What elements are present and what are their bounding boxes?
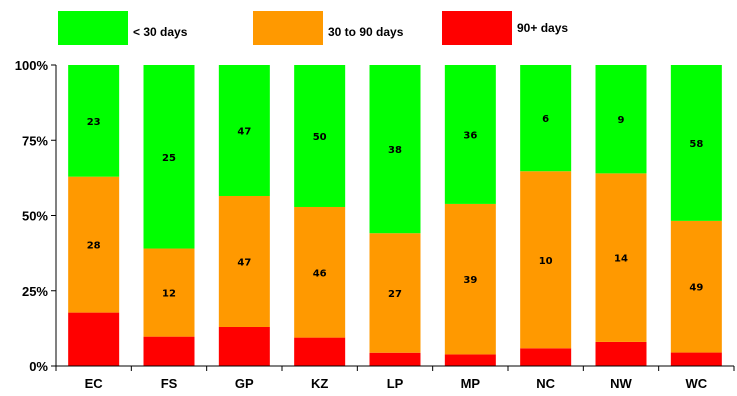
data-label: 49 [689, 283, 703, 294]
data-label: 9 [618, 115, 625, 126]
legend-swatch [442, 11, 512, 45]
bar-segment [68, 65, 120, 177]
y-tick-label: 25% [22, 284, 48, 299]
y-tick-label: 50% [22, 209, 48, 224]
data-label: 38 [388, 145, 402, 156]
bar-segment [68, 176, 120, 313]
data-label: 47 [237, 257, 251, 268]
x-tick-label: KZ [311, 376, 328, 391]
bar-segment [369, 65, 421, 234]
data-label: 27 [388, 289, 402, 300]
legend-swatch [58, 11, 128, 45]
x-tick-label: GP [235, 376, 254, 391]
x-tick-label: WC [685, 376, 707, 391]
data-label: 46 [313, 268, 327, 279]
y-tick-label: 100% [15, 58, 49, 73]
bar-segment [143, 65, 195, 249]
bar-segment [294, 65, 346, 207]
data-label: 28 [87, 241, 101, 252]
bar-segment [369, 352, 421, 366]
bar-segment [143, 248, 195, 337]
data-label: 25 [162, 153, 176, 164]
data-label: 10 [539, 256, 553, 267]
bar-segment [520, 65, 572, 172]
bar-segment [595, 173, 647, 342]
bar-segment [294, 337, 346, 366]
y-tick-label: 0% [29, 359, 48, 374]
data-label: 39 [463, 275, 477, 286]
bar-segment [143, 336, 195, 366]
y-tick-label: 75% [22, 133, 48, 148]
x-tick-label: LP [387, 376, 404, 391]
bar-segment [595, 341, 647, 366]
bar-segment [444, 354, 496, 366]
bar-segment [444, 203, 496, 355]
x-tick-label: MP [461, 376, 481, 391]
data-label: 36 [463, 130, 477, 141]
legend-swatch [253, 11, 323, 45]
data-label: 50 [313, 132, 327, 143]
x-tick-label: NW [610, 376, 632, 391]
data-label: 12 [162, 289, 176, 300]
data-label: 23 [87, 117, 101, 128]
legend-label: 90+ days [517, 21, 568, 35]
data-label: 58 [689, 139, 703, 150]
bar-segment [68, 312, 120, 366]
legend-label: < 30 days [133, 25, 188, 39]
y-axis: 0% 25% 50% 75% 100% [15, 58, 57, 374]
data-label: 6 [542, 114, 549, 125]
data-label: 14 [614, 254, 628, 265]
bar-segment [218, 326, 270, 366]
bar-segment [670, 220, 722, 353]
bar-segment [670, 352, 722, 366]
x-tick-label: FS [161, 376, 178, 391]
bar-segment [595, 65, 647, 174]
x-tick-label: EC [85, 376, 104, 391]
bar-segment [218, 195, 270, 327]
legend-label: 30 to 90 days [328, 25, 404, 39]
bar-segment [369, 233, 421, 353]
x-axis: EC FS GP KZ LP MP NC NW WC [55, 365, 735, 391]
data-label: 47 [237, 126, 251, 137]
x-tick-label: NC [536, 376, 555, 391]
bars: 28 23 12 25 47 47 46 50 27 38 39 36 10 6 14 9 49 58 [68, 65, 722, 366]
bar-segment [520, 171, 572, 349]
legend: < 30 days 30 to 90 days 90+ days [58, 11, 568, 45]
bar-segment [294, 206, 346, 338]
bar-segment [218, 65, 270, 196]
bar-segment [670, 65, 722, 221]
bar-segment [520, 348, 572, 366]
bar-segment [444, 65, 496, 204]
